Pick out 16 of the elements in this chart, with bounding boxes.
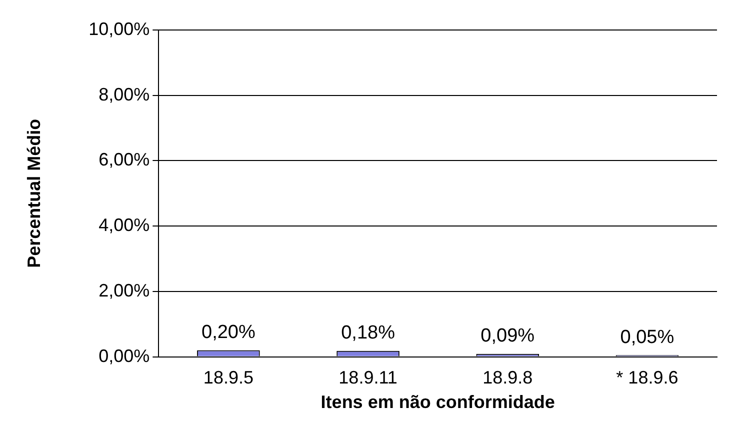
y-tick-label: 6,00%: [98, 150, 150, 170]
y-tick-label: 4,00%: [98, 215, 150, 236]
x-tick-label: 18.9.5: [203, 368, 254, 388]
y-tick-label: 2,00%: [98, 280, 150, 300]
x-axis-title: Itens em não conformidade: [320, 392, 555, 412]
y-tick-label: 8,00%: [98, 84, 150, 104]
data-label: 0,20%: [202, 322, 256, 343]
data-label: 0,09%: [480, 326, 535, 347]
x-tick-label: * 18.9.6: [616, 368, 678, 388]
y-tick-label: 0,00%: [98, 346, 150, 366]
data-label: 0,05%: [620, 326, 674, 348]
y-tick-label: 10,00%: [88, 18, 150, 39]
x-tick-label: 18.9.11: [338, 368, 398, 388]
y-axis-title: Percentual Médio: [24, 118, 44, 268]
x-tick-label: 18.9.8: [482, 368, 533, 388]
data-label: 0,18%: [341, 322, 396, 344]
